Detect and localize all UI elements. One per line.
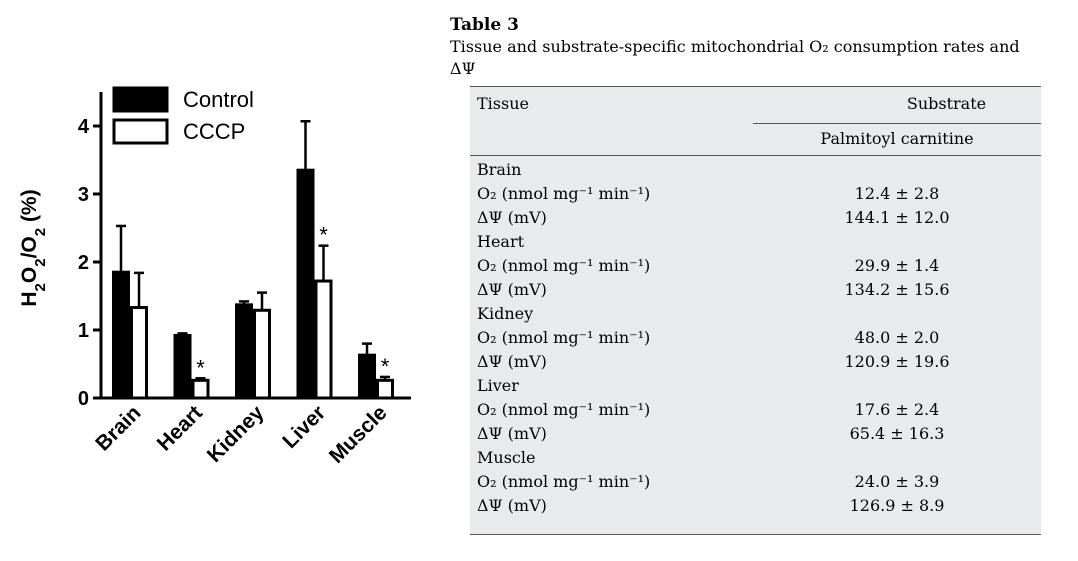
table-caption: Tissue and substrate-specific mitochondr… (450, 37, 1020, 78)
significance-star: * (319, 223, 328, 248)
table-row: ΔΨ (mV) 120.9 ± 19.6 (470, 350, 1041, 374)
table-row: Liver (470, 374, 1041, 398)
row-label: O₂ (nmol mg⁻¹ min⁻¹) (477, 184, 651, 203)
table-body: Tissue Substrate Palmitoyl carnitine Bra… (470, 86, 1041, 535)
bar-muscle-cccp (376, 378, 394, 400)
y-tick-label: 1 (78, 320, 89, 342)
bar-heart-cccp (191, 378, 210, 400)
table-row: Heart (470, 230, 1041, 254)
bar-liver-control (296, 168, 315, 400)
bar-brain-control (112, 270, 130, 400)
table-row: O₂ (nmol mg⁻¹ min⁻¹) 24.0 ± 3.9 (470, 470, 1041, 494)
row-label: O₂ (nmol mg⁻¹ min⁻¹) (477, 328, 651, 347)
row-label: O₂ (nmol mg⁻¹ min⁻¹) (477, 472, 651, 491)
table-row: Muscle (470, 446, 1041, 470)
bar-liver-cccp (314, 279, 333, 400)
table-row: ΔΨ (mV) 126.9 ± 8.9 (470, 494, 1041, 518)
row-value: 120.9 ± 19.6 (844, 352, 950, 371)
table-rows: Brain O₂ (nmol mg⁻¹ min⁻¹) 12.4 ± 2.8 ΔΨ (m… (470, 158, 1041, 518)
row-label: O₂ (nmol mg⁻¹ min⁻¹) (477, 400, 651, 419)
x-tick-label: Kidney (203, 401, 269, 467)
row-label: O₂ (nmol mg⁻¹ min⁻¹) (477, 256, 651, 275)
significance-star: * (381, 354, 390, 379)
row-value: 12.4 ± 2.8 (854, 184, 940, 203)
x-tick-label: Liver (278, 401, 330, 453)
header-palmitoyl-carnitine: Palmitoyl carnitine (820, 129, 974, 148)
bar-heart-control (173, 333, 192, 400)
y-tick-label: 3 (78, 184, 89, 206)
bar-kidney-control (235, 303, 253, 400)
x-tick-label: Heart (153, 401, 207, 455)
table-row: O₂ (nmol mg⁻¹ min⁻¹) 29.9 ± 1.4 (470, 254, 1041, 278)
row-value: 126.9 ± 8.9 (849, 496, 945, 515)
chart-legend: Control CCCP (112, 86, 254, 145)
header-divider (753, 123, 1041, 124)
legend-swatch-cccp (112, 118, 169, 145)
row-label: Liver (477, 376, 519, 395)
row-value: 134.2 ± 15.6 (844, 280, 950, 299)
table-title: Table 3 (450, 15, 519, 35)
legend-label: CCCP (183, 119, 245, 144)
bar-kidney-cccp (253, 308, 271, 400)
row-label: ΔΨ (mV) (477, 424, 547, 443)
row-label: ΔΨ (mV) (477, 352, 547, 371)
y-tick-label: 0 (78, 388, 89, 410)
table-3: Table 3 Tissue and substrate-specific mi… (450, 14, 1050, 535)
table-row: ΔΨ (mV) 144.1 ± 12.0 (470, 206, 1041, 230)
row-value: 144.1 ± 12.0 (844, 208, 950, 227)
table-row: Brain (470, 158, 1041, 182)
legend-label: Control (183, 87, 254, 112)
header-substrate: Substrate (906, 94, 987, 113)
table-row: ΔΨ (mV) 134.2 ± 15.6 (470, 278, 1041, 302)
table-row: ΔΨ (mV) 65.4 ± 16.3 (470, 422, 1041, 446)
table-row: O₂ (nmol mg⁻¹ min⁻¹) 17.6 ± 2.4 (470, 398, 1041, 422)
row-value: 17.6 ± 2.4 (854, 400, 940, 419)
row-label: ΔΨ (mV) (477, 208, 547, 227)
y-axis-label: H2O2/O2 (%) (18, 189, 49, 306)
table-row: O₂ (nmol mg⁻¹ min⁻¹) 48.0 ± 2.0 (470, 326, 1041, 350)
header-tissue: Tissue (477, 94, 529, 113)
x-tick-label: Muscle (325, 401, 392, 468)
table-row: O₂ (nmol mg⁻¹ min⁻¹) 12.4 ± 2.8 (470, 182, 1041, 206)
row-value: 48.0 ± 2.0 (854, 328, 940, 347)
row-value: 29.9 ± 1.4 (854, 256, 940, 275)
row-value: 65.4 ± 16.3 (849, 424, 945, 443)
bar-muscle-control (358, 353, 376, 400)
row-label: Muscle (477, 448, 536, 467)
significance-star: * (196, 355, 205, 380)
y-tick-label: 4 (78, 116, 90, 138)
x-tick-label: Brain (91, 401, 145, 455)
row-label: ΔΨ (mV) (477, 496, 547, 515)
bar-brain-cccp (130, 306, 148, 400)
row-label: Brain (477, 160, 522, 179)
row-value: 24.0 ± 3.9 (854, 472, 940, 491)
y-tick-label: 2 (78, 252, 89, 274)
row-label: ΔΨ (mV) (477, 280, 547, 299)
header-bottom-rule (470, 155, 1041, 156)
legend-swatch-control (112, 86, 169, 113)
table-row: Kidney (470, 302, 1041, 326)
row-label: Heart (477, 232, 525, 251)
row-label: Kidney (477, 304, 534, 323)
